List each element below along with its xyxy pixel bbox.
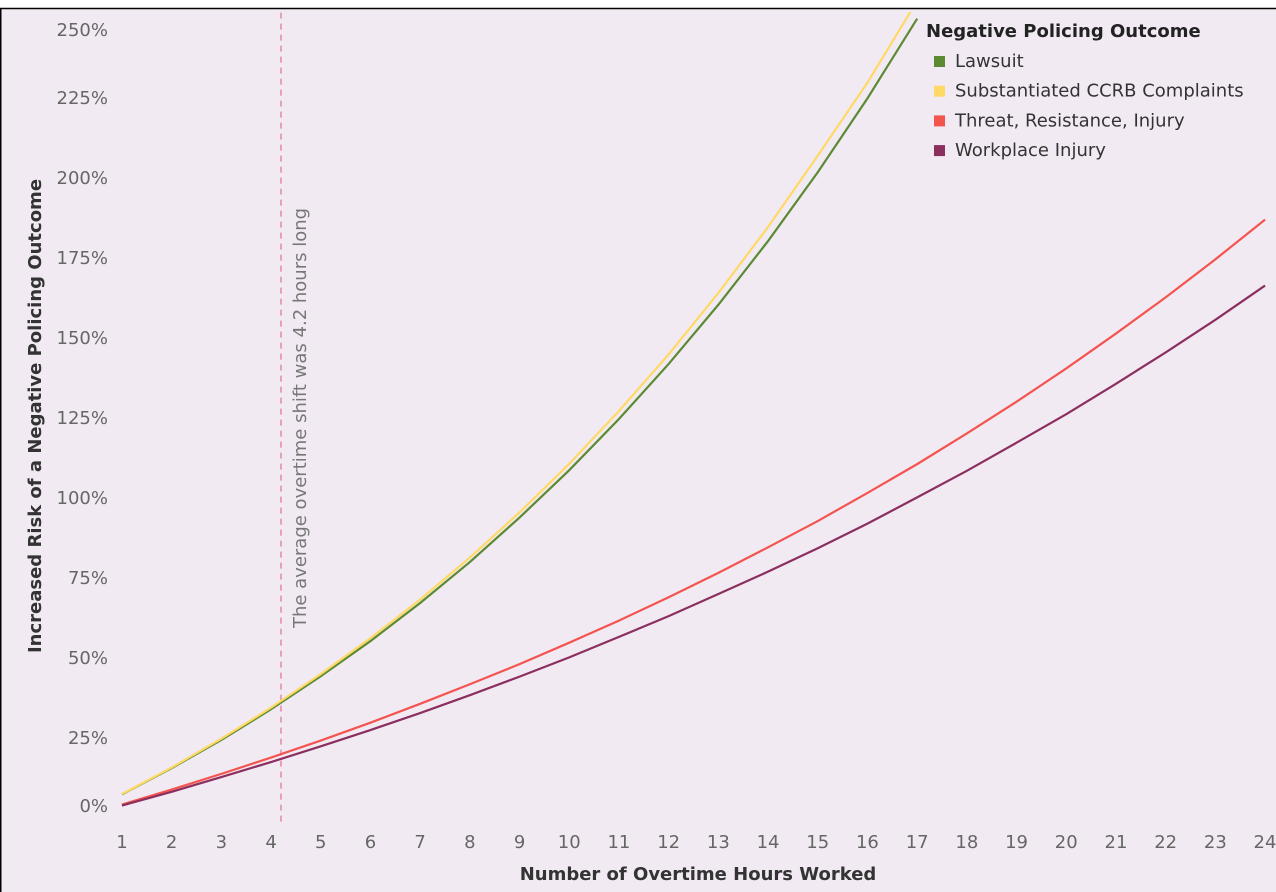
- series-line: [121, 18, 919, 796]
- y-tick-label: 50%: [68, 648, 108, 669]
- y-tick-label: 225%: [57, 88, 108, 109]
- y-tick-label: 150%: [57, 328, 108, 349]
- series-line: [121, 12, 912, 796]
- legend-title: Negative Policing Outcome: [926, 21, 1201, 42]
- y-tick-label: 175%: [57, 248, 108, 269]
- y-tick-label: 125%: [57, 408, 108, 429]
- x-tick-label: 10: [558, 832, 581, 853]
- y-tick-label: 200%: [57, 168, 108, 189]
- x-tick-label: 8: [464, 832, 475, 853]
- series-line: [121, 284, 1266, 807]
- x-tick-label: 2: [166, 832, 177, 853]
- y-tick-label: 100%: [57, 488, 108, 509]
- plot-area: [121, 12, 1266, 826]
- x-tick-label: 6: [365, 832, 376, 853]
- x-tick-label: 15: [806, 832, 829, 853]
- legend-label: Threat, Resistance, Injury: [954, 110, 1185, 131]
- x-tick-label: 4: [265, 832, 276, 853]
- x-tick-label: 24: [1254, 832, 1276, 853]
- x-tick-label: 9: [514, 832, 525, 853]
- x-tick-label: 14: [757, 832, 780, 853]
- x-tick-label: 20: [1055, 832, 1078, 853]
- x-tick-label: 19: [1005, 832, 1028, 853]
- x-tick-label: 7: [414, 832, 425, 853]
- y-tick-label: 25%: [68, 728, 108, 749]
- legend-swatch: [934, 56, 945, 67]
- x-tick-label: 11: [607, 832, 630, 853]
- legend-swatch: [934, 145, 945, 157]
- y-tick-label: 250%: [57, 20, 108, 41]
- x-tick-label: 22: [1154, 832, 1177, 853]
- reference-label: The average overtime shift was 4.2 hours…: [290, 208, 311, 629]
- x-tick-label: 23: [1204, 832, 1227, 853]
- x-tick-label: 13: [707, 832, 730, 853]
- y-axis-title: Increased Risk of a Negative Policing Ou…: [25, 179, 46, 653]
- x-tick-label: 21: [1105, 832, 1128, 853]
- x-tick-label: 18: [955, 832, 978, 853]
- y-tick-label: 75%: [68, 568, 108, 589]
- x-tick-label: 16: [856, 832, 879, 853]
- x-tick-label: 12: [657, 832, 680, 853]
- legend-swatch: [934, 85, 945, 97]
- x-axis-title: Number of Overtime Hours Worked: [520, 864, 877, 885]
- legend-swatch: [934, 115, 945, 127]
- x-tick-label: 3: [216, 832, 227, 853]
- legend-label: Lawsuit: [955, 51, 1024, 72]
- x-tick-label: 1: [116, 832, 127, 853]
- x-tick-label: 5: [315, 832, 326, 853]
- x-tick-label: 17: [906, 832, 929, 853]
- y-tick-label: 0%: [79, 796, 108, 817]
- legend-label: Workplace Injury: [955, 140, 1106, 161]
- legend-label: Substantiated CCRB Complaints: [955, 81, 1244, 102]
- series-line: [121, 218, 1266, 806]
